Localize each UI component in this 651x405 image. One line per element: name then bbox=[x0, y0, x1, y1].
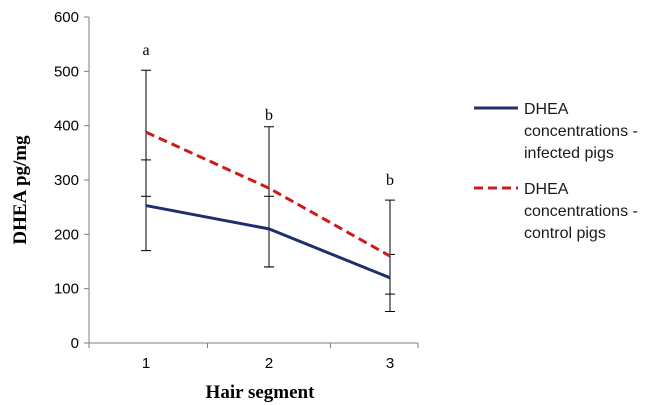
x-axis-title: Hair segment bbox=[206, 382, 316, 403]
legend-label: infected pigs bbox=[524, 145, 614, 162]
error-bars-group bbox=[141, 69, 395, 312]
significance-label: b bbox=[265, 107, 273, 124]
x-tick-label: 2 bbox=[265, 355, 273, 372]
legend-label: concentrations - bbox=[524, 203, 638, 220]
y-tick-label: 200 bbox=[54, 226, 79, 243]
series-lines-group bbox=[145, 130, 391, 280]
legend-label: control pigs bbox=[524, 225, 606, 242]
legend-label: concentrations - bbox=[524, 123, 638, 140]
series-line-control bbox=[145, 130, 391, 258]
legend-label: DHEA bbox=[524, 181, 569, 198]
x-tick-label: 3 bbox=[386, 355, 394, 372]
legend-label: DHEA bbox=[524, 101, 569, 118]
annotations-group: a b b bbox=[142, 42, 394, 189]
y-tick-label: 300 bbox=[54, 172, 79, 189]
y-tick-label: 500 bbox=[54, 63, 79, 80]
y-axis-title: DHEA pg/mg bbox=[10, 135, 31, 245]
significance-label: b bbox=[386, 172, 394, 189]
axes-group: 0 100 200 300 400 500 600 1 2 3 bbox=[54, 9, 419, 372]
y-tick-label: 600 bbox=[54, 9, 79, 26]
y-tick-label: 100 bbox=[54, 281, 79, 298]
series-line-infected bbox=[145, 204, 391, 280]
y-tick-label: 400 bbox=[54, 118, 79, 135]
x-tick-label: 1 bbox=[142, 355, 150, 372]
significance-label: a bbox=[142, 42, 149, 59]
legend: DHEA concentrations - infected pigs DHEA con… bbox=[474, 101, 638, 242]
y-tick-label: 0 bbox=[71, 335, 79, 352]
